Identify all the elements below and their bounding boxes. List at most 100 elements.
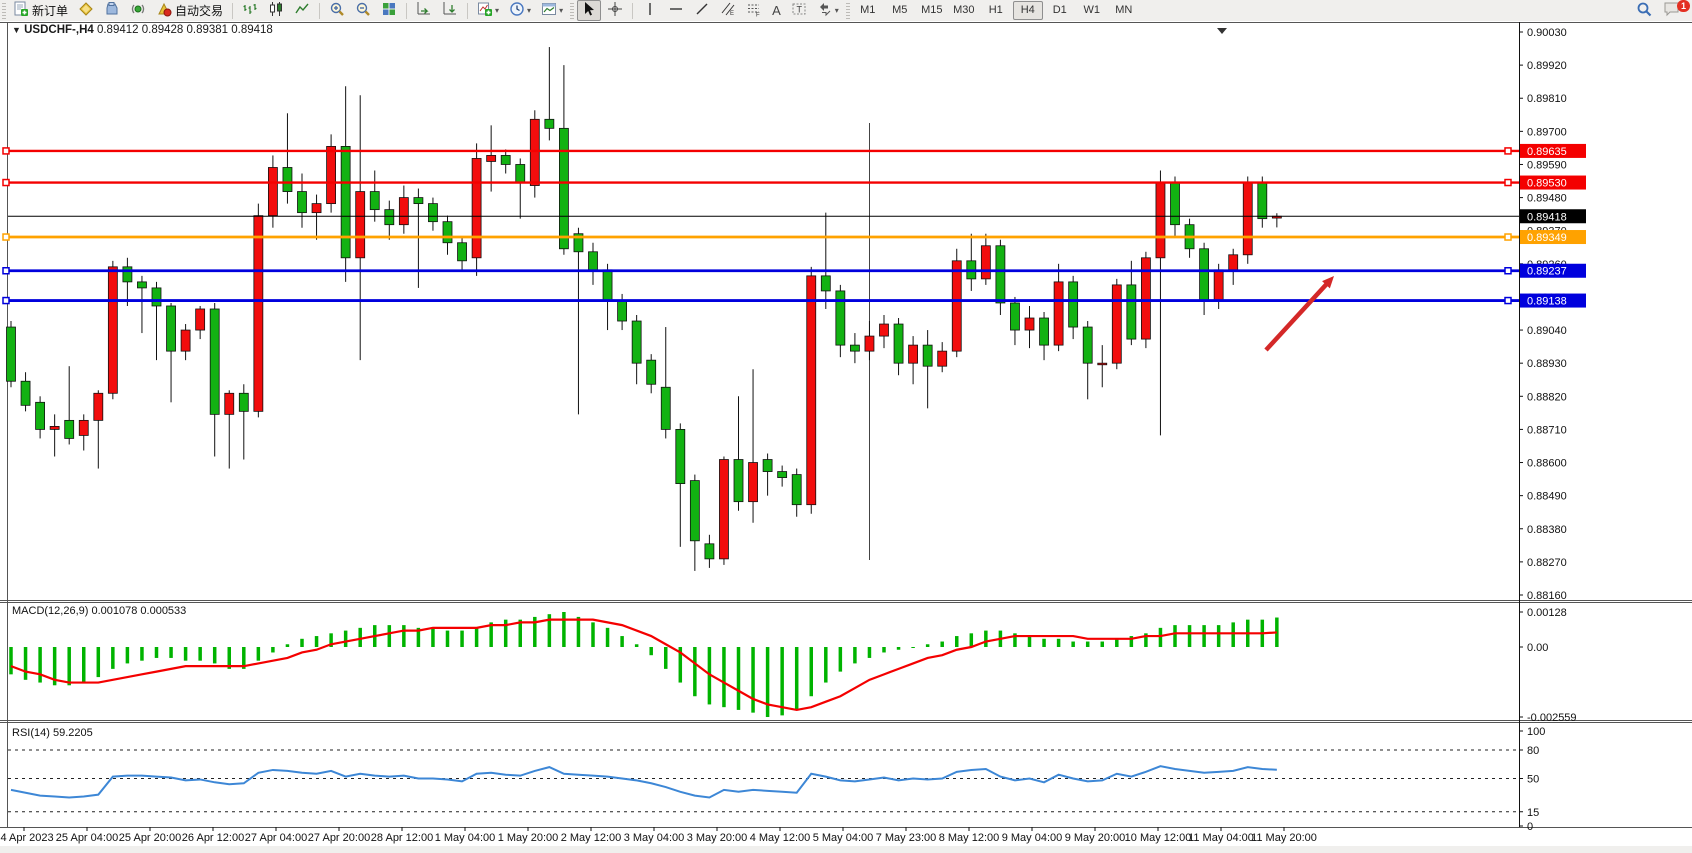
macd-histogram-bar xyxy=(882,647,886,653)
macd-histogram-bar xyxy=(1231,622,1235,647)
line-chart-button[interactable] xyxy=(290,0,314,21)
candle xyxy=(588,242,598,285)
zoom-out-button[interactable] xyxy=(351,0,375,21)
y-axis-tick: 0.88490 xyxy=(1527,491,1567,503)
chart-shift-button[interactable] xyxy=(438,0,462,21)
timeframe-m1-button[interactable]: M1 xyxy=(860,4,876,16)
label-tool-button[interactable]: T xyxy=(787,0,811,21)
svg-text:T: T xyxy=(796,5,802,15)
svg-text:0.89138: 0.89138 xyxy=(1527,296,1567,308)
fibonacci-tool-button[interactable]: F xyxy=(742,0,766,21)
new-order-button[interactable]: 新订单 xyxy=(9,0,72,21)
candle xyxy=(267,155,278,228)
period-button[interactable]: ▾ xyxy=(505,0,535,21)
macd-histogram-bar xyxy=(67,647,71,686)
toolbar-grip[interactable] xyxy=(2,2,6,19)
timeframe-h4-button[interactable]: H4 xyxy=(1012,1,1043,20)
candle xyxy=(1010,296,1020,346)
svg-text:0.89237: 0.89237 xyxy=(1527,266,1567,278)
candle xyxy=(180,324,191,361)
text-tool-button[interactable]: A xyxy=(768,0,785,21)
macd-histogram-bar xyxy=(664,647,668,669)
auto-scroll-button[interactable] xyxy=(412,0,436,21)
candle xyxy=(1271,213,1282,228)
candle xyxy=(1228,248,1239,285)
y-axis-tick: 0.88160 xyxy=(1527,590,1567,602)
macd-histogram-bar xyxy=(285,644,290,647)
shapes-tool-button[interactable]: ▾ xyxy=(813,0,843,21)
vertical-line-icon xyxy=(642,1,658,20)
candle xyxy=(820,212,831,309)
add-indicator-button[interactable]: ▾ xyxy=(473,0,503,21)
x-axis-label: 28 Apr 12:00 xyxy=(371,832,433,844)
line-anchor xyxy=(2,178,10,187)
candle xyxy=(471,143,482,276)
autotrade-icon xyxy=(156,1,172,20)
macd-histogram-bar xyxy=(183,647,188,661)
candle xyxy=(908,336,918,385)
chart-dropdown-icon[interactable]: ▼ xyxy=(12,25,21,35)
macd-histogram-bar xyxy=(751,647,755,713)
candle-chart-button[interactable] xyxy=(264,0,288,21)
candle xyxy=(311,194,322,240)
macd-histogram-bar xyxy=(1144,633,1148,647)
toolbar-grip[interactable] xyxy=(570,2,575,19)
zoom-out-icon xyxy=(355,1,371,20)
price-chart-canvas[interactable]: 0.90030 0.89920 0.89810 0.89700 0.89590 0.894… xyxy=(0,21,1692,847)
rsi-axis-tick: 0 xyxy=(1527,821,1533,833)
template-button[interactable]: ▾ xyxy=(537,0,567,21)
macd-histogram-bar xyxy=(111,647,115,669)
search-button[interactable] xyxy=(1632,0,1657,21)
x-axis-label: 9 May 04:00 xyxy=(1002,832,1063,844)
timeframe-h1-button[interactable]: H1 xyxy=(988,4,1003,16)
timeframe-mn-button[interactable]: MN xyxy=(1115,4,1133,16)
candle xyxy=(733,396,744,511)
candle xyxy=(238,384,249,460)
candle xyxy=(660,327,671,439)
x-axis-label: 9 May 20:00 xyxy=(1065,832,1126,844)
line-anchor xyxy=(1504,266,1512,275)
svg-text:0.89349: 0.89349 xyxy=(1527,232,1567,244)
chart-shift-icon xyxy=(442,1,458,20)
zoom-in-button[interactable] xyxy=(325,0,349,21)
y-axis-tick: 0.88710 xyxy=(1527,424,1567,436)
arrows-shapes-icon xyxy=(817,1,833,20)
candle xyxy=(93,390,104,469)
macd-histogram-bar xyxy=(562,611,566,647)
vertical-line-tool-button[interactable] xyxy=(638,0,662,21)
trendline-tool-button[interactable] xyxy=(690,0,714,21)
period-clock-icon xyxy=(509,1,525,20)
autotrade-button[interactable]: 自动交易 xyxy=(152,0,227,21)
trendline-icon xyxy=(694,1,710,20)
svg-text:0.89635: 0.89635 xyxy=(1527,146,1567,158)
crosshair-tool-button[interactable] xyxy=(603,0,627,21)
timeframe-w1-button[interactable]: W1 xyxy=(1083,4,1101,16)
channel-tool-button[interactable]: E xyxy=(716,0,740,21)
signals-button[interactable] xyxy=(126,0,150,21)
candle xyxy=(78,414,89,451)
candle xyxy=(864,321,875,361)
tile-windows-button[interactable] xyxy=(377,0,401,21)
macd-histogram-bar xyxy=(96,647,101,678)
horizontal-line-object: 0.89635 xyxy=(2,143,1586,158)
timeframe-m15-button[interactable]: M15 xyxy=(921,4,943,16)
toolbar-grip[interactable] xyxy=(845,2,850,19)
y-axis-tick: 0.89590 xyxy=(1527,159,1567,171)
macd-histogram-bar xyxy=(256,647,261,661)
candle xyxy=(777,465,788,487)
cursor-tool-button[interactable] xyxy=(577,0,602,21)
timeframe-d1-button[interactable]: D1 xyxy=(1052,4,1067,16)
timeframe-m30-button[interactable]: M30 xyxy=(953,4,975,16)
horizontal-line-icon xyxy=(668,1,684,20)
candle xyxy=(428,197,438,231)
notifications-button[interactable]: 1 xyxy=(1659,0,1690,21)
signals-icon xyxy=(130,1,146,20)
tick-chart-button[interactable] xyxy=(74,0,98,21)
bar-chart-button[interactable] xyxy=(238,0,262,21)
macd-histogram-bar xyxy=(1115,638,1119,647)
data-window-button[interactable] xyxy=(100,0,124,21)
horizontal-line-tool-button[interactable] xyxy=(664,0,688,21)
candle xyxy=(369,170,380,222)
timeframe-m5-button[interactable]: M5 xyxy=(892,4,908,16)
x-axis-label: 1 May 20:00 xyxy=(498,832,559,844)
